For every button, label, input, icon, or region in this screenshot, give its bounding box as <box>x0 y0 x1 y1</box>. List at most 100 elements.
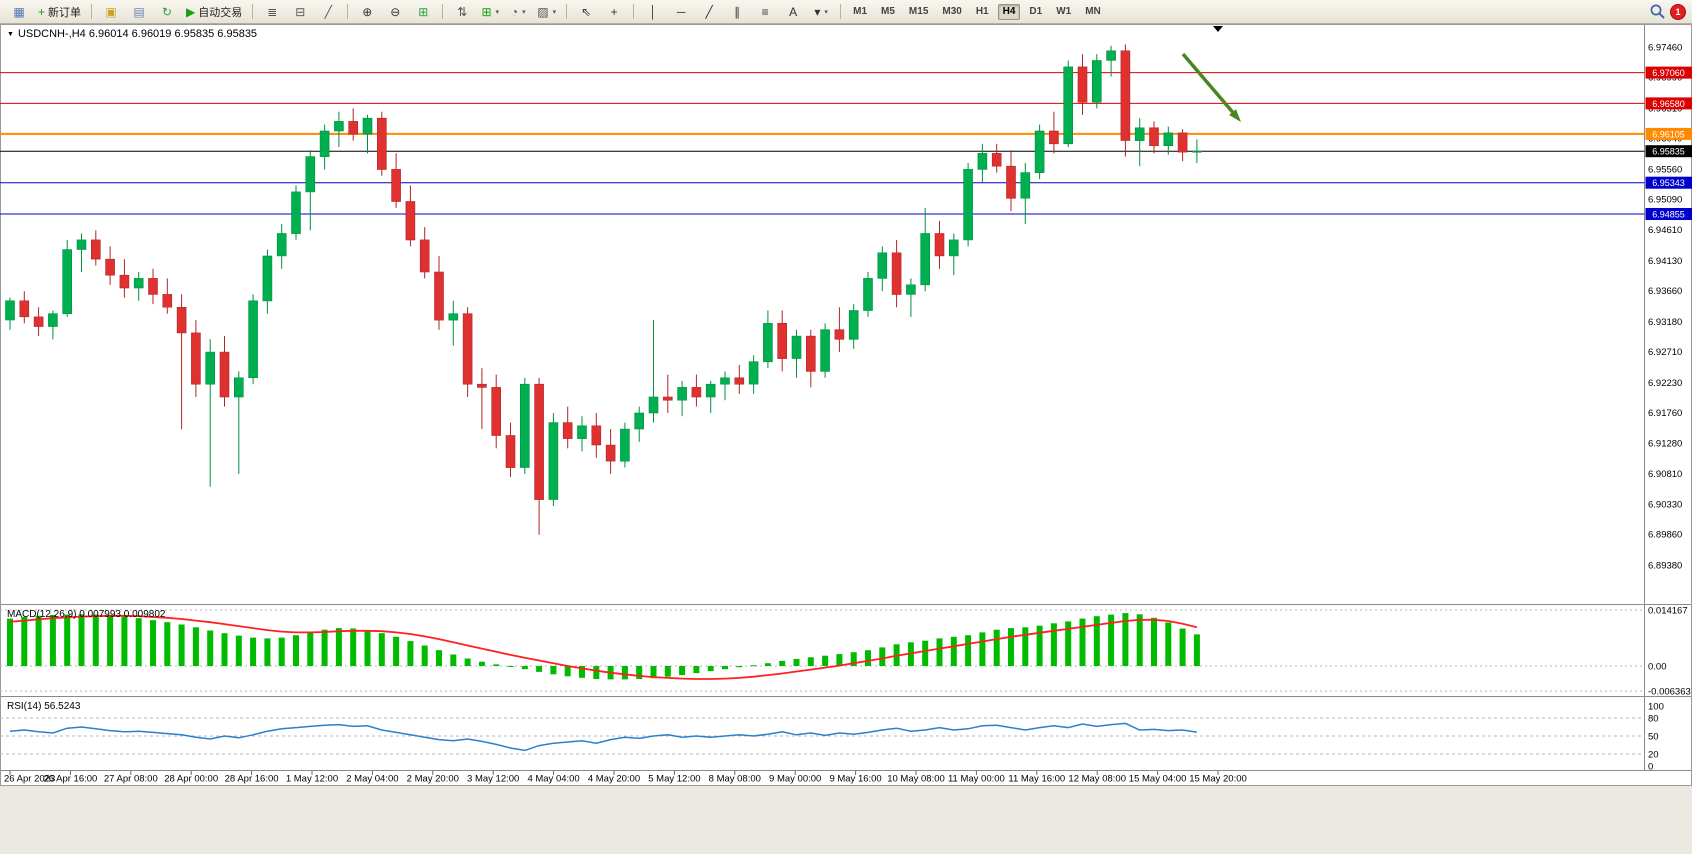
candle-body <box>977 153 988 170</box>
macd-bar <box>850 652 857 666</box>
candle-body <box>920 233 931 286</box>
text-button[interactable]: A <box>780 1 806 22</box>
candle-body <box>248 300 258 378</box>
time-axis-label: 26 Apr 16:00 <box>43 774 97 785</box>
price-badge-label: 6.96580 <box>1652 99 1685 109</box>
macd-bar <box>264 638 271 667</box>
candlestick-chart-button[interactable]: ⊟ <box>287 1 313 22</box>
auto-trading-button[interactable]: ▶ 自动交易 <box>182 1 246 22</box>
tile-windows-button[interactable]: ⊞ <box>410 1 436 22</box>
toolbar-separator <box>566 4 568 19</box>
trendline-button[interactable]: ╱ <box>696 1 722 22</box>
chart-canvas[interactable]: 6.974606.969906.965106.960406.955606.950… <box>0 24 1692 786</box>
bar-chart-button[interactable]: ≣ <box>259 1 285 22</box>
candle-body <box>1063 66 1073 145</box>
rsi-axis-label: 100 <box>1648 702 1664 713</box>
candle-body <box>91 239 101 260</box>
time-axis-label: 5 May 12:00 <box>648 774 700 785</box>
line-chart-glyph: ╱ <box>324 4 332 19</box>
macd-bar <box>49 615 56 666</box>
macd-bar <box>550 666 557 675</box>
price-axis-label: 6.91760 <box>1648 408 1682 419</box>
candle-body <box>577 425 587 439</box>
timeframe-w1-button[interactable]: W1 <box>1056 5 1072 17</box>
candle-body <box>1134 127 1145 141</box>
timeframe-h1-button[interactable]: H1 <box>975 5 989 17</box>
zoom-out-button[interactable]: ⊖ <box>382 1 408 22</box>
template-button[interactable]: ▨ ▾ <box>533 1 560 22</box>
macd-bar <box>865 650 871 666</box>
time-axis-label: 9 May 00:00 <box>769 774 821 785</box>
cursor-glyph: ⇖ <box>581 4 592 19</box>
candle-body <box>777 322 788 359</box>
candle-body <box>848 310 859 340</box>
macd-bar <box>507 666 514 667</box>
vertical-line-glyph: │ <box>649 4 657 19</box>
price-axis-label: 6.90330 <box>1648 500 1682 511</box>
refresh-button[interactable]: ↻ <box>154 1 180 22</box>
timeframe-m30-button[interactable]: M30 <box>942 5 962 17</box>
macd-bar <box>21 617 28 666</box>
macd-bar <box>650 666 657 679</box>
arrange-windows-button[interactable]: ⇅ <box>449 1 475 22</box>
candle-body <box>234 377 244 398</box>
candle-body <box>491 387 502 436</box>
timeframe-m1-button[interactable]: M1 <box>853 5 868 17</box>
candle-body <box>562 422 573 439</box>
timeframe-m5-button[interactable]: M5 <box>881 5 895 17</box>
crosshair-button[interactable]: + <box>601 1 627 22</box>
cursor-button[interactable]: ⇖ <box>573 1 599 22</box>
macd-bar <box>1008 628 1014 666</box>
macd-bar <box>378 633 385 666</box>
candle-body <box>1092 60 1102 103</box>
timeframe-h4-button[interactable]: H4 <box>997 3 1021 20</box>
candle-body <box>519 383 530 468</box>
candle-body <box>906 284 916 295</box>
notification-badge[interactable]: 1 <box>1670 3 1686 20</box>
macd-bar <box>993 629 1000 666</box>
period-button[interactable]: ◔ ▾ <box>505 1 531 22</box>
macd-bar <box>78 614 85 666</box>
macd-bar <box>1050 623 1057 666</box>
macd-bar <box>679 666 686 676</box>
timeframe-m15-button[interactable]: M15 <box>908 5 929 17</box>
candle-body <box>677 387 687 401</box>
search-icon[interactable] <box>1649 3 1666 20</box>
zoom-in-button[interactable]: ⊕ <box>354 1 380 22</box>
macd-bar <box>536 666 543 672</box>
trend-arrow[interactable] <box>1181 52 1239 119</box>
macd-bar <box>436 650 442 666</box>
collapse-triangle-icon[interactable]: ▼ <box>7 31 14 38</box>
channel-button[interactable]: ∥ <box>724 1 750 22</box>
candle-body <box>5 300 15 321</box>
dropdown-caret-icon: ▾ <box>495 8 500 16</box>
timeframe-d1-button[interactable]: D1 <box>1029 5 1043 17</box>
time-axis-label: 27 Apr 08:00 <box>104 774 158 785</box>
chart-window[interactable]: 6.974606.969906.965106.960406.955606.950… <box>0 24 1692 786</box>
add-indicator-button[interactable]: ⊞ ▾ <box>477 1 503 22</box>
horizontal-line-button[interactable]: ─ <box>668 1 694 22</box>
candle-body <box>820 329 830 372</box>
data-window-button[interactable]: ▣ <box>98 1 124 22</box>
vertical-line-button[interactable]: │ <box>640 1 666 22</box>
candle-body <box>162 294 173 308</box>
new-order-button[interactable]: + 新订单 <box>34 1 85 22</box>
toolbar: ▦ + 新订单 ▣ ▤ ↻ ▶ 自动交易 ≣ ⊟ ╱ ⊕ ⊖ ⊞ ⇅ ⊞ ▾ ◔ ▾ ▨ ▾ ⇖ + │ ─ ╱ ∥ ≡ A ▾ ▾ M1 M5… <box>0 0 1692 24</box>
arrows-button[interactable]: ▾ ▾ <box>808 1 834 22</box>
timeframe-mn-button[interactable]: MN <box>1085 5 1101 17</box>
macd-bar <box>64 614 71 666</box>
toolbar-separator <box>91 4 93 19</box>
candle-body <box>734 377 745 385</box>
macd-bar <box>965 635 972 666</box>
candle-body <box>262 255 273 302</box>
macd-bar <box>450 654 457 666</box>
macd-bar <box>764 663 771 666</box>
price-badge-label: 6.95343 <box>1652 178 1685 188</box>
market-watch-button[interactable]: ▤ <box>126 1 152 22</box>
fibonacci-button[interactable]: ≡ <box>752 1 778 22</box>
line-chart-button[interactable]: ╱ <box>315 1 341 22</box>
candle-body <box>748 361 759 385</box>
macd-bar <box>579 666 585 678</box>
candle-body <box>1149 127 1159 147</box>
macd-bar <box>521 666 528 670</box>
